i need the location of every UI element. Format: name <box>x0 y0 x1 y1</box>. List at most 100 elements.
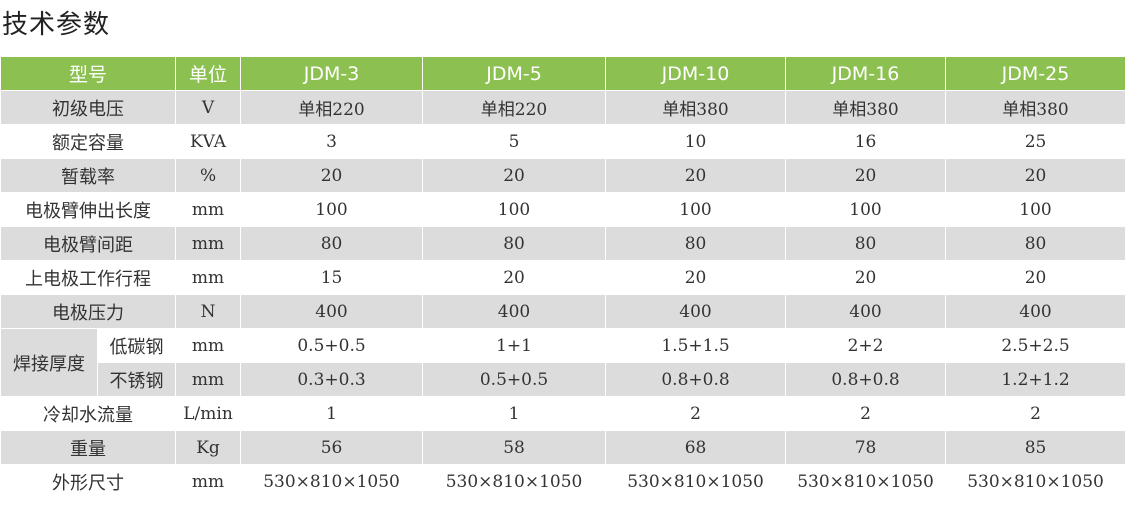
cell: 1.5+1.5 <box>605 328 787 363</box>
cell: 20 <box>605 260 787 295</box>
row-label: 上电极工作行程 <box>0 260 177 295</box>
row-label: 外形尺寸 <box>0 464 177 499</box>
header-cell: JDM-16 <box>785 56 947 91</box>
cell: 20 <box>422 260 607 295</box>
row-label: 低碳钢 <box>96 328 177 363</box>
cell: 530×810×1050 <box>422 464 607 499</box>
spec-table: 型号 单位 JDM-3 JDM-5 JDM-10 JDM-16 JDM-25 初级电压 V 单相… <box>0 56 1125 499</box>
cell: 0.8+0.8 <box>605 362 787 397</box>
table-row: 重量 Kg 56 58 68 78 85 <box>0 430 1125 465</box>
cell: 2 <box>945 396 1125 431</box>
cell: 单相380 <box>945 90 1125 125</box>
cell: 80 <box>422 226 607 261</box>
cell: mm <box>175 192 242 227</box>
cell: 20 <box>240 158 424 193</box>
header-cell: 型号 <box>0 56 177 91</box>
cell: mm <box>175 362 242 397</box>
row-label: 不锈钢 <box>96 362 177 397</box>
table-row: 外形尺寸 mm 530×810×1050 530×810×1050 530×810×10… <box>0 464 1125 499</box>
page-title: 技术参数 <box>2 10 111 40</box>
cell: 5 <box>422 124 607 159</box>
cell: V <box>175 90 242 125</box>
group-label: 焊接厚度 <box>0 328 98 397</box>
row-label: 重量 <box>0 430 177 465</box>
cell: 2+2 <box>785 328 947 363</box>
table-row: 上电极工作行程 mm 15 20 20 20 20 <box>0 260 1125 295</box>
table-row: 电极臂间距 mm 80 80 80 80 80 <box>0 226 1125 261</box>
cell: 58 <box>422 430 607 465</box>
header-cell: 单位 <box>175 56 242 91</box>
cell: 20 <box>785 260 947 295</box>
header-row: 型号 单位 JDM-3 JDM-5 JDM-10 JDM-16 JDM-25 <box>0 56 1125 91</box>
cell: 1 <box>240 396 424 431</box>
cell: 20 <box>785 158 947 193</box>
cell: 20 <box>945 260 1125 295</box>
cell: 100 <box>945 192 1125 227</box>
table-row: 初级电压 V 单相220 单相220 单相380 单相380 单相380 <box>0 90 1125 125</box>
cell: 1+1 <box>422 328 607 363</box>
cell: mm <box>175 226 242 261</box>
cell: 单相220 <box>240 90 424 125</box>
row-label: 初级电压 <box>0 90 177 125</box>
row-label: 电极压力 <box>0 294 177 329</box>
cell: 单相220 <box>422 90 607 125</box>
cell: 85 <box>945 430 1125 465</box>
table-row: 不锈钢 mm 0.3+0.3 0.5+0.5 0.8+0.8 0.8+0.8 1.2+1.2 <box>1 362 1125 397</box>
cell: mm <box>175 260 242 295</box>
table-row: 暂载率% 20 20 20 20 20 <box>0 158 1125 193</box>
cell: 1.2+1.2 <box>945 362 1125 397</box>
cell: 0.5+0.5 <box>422 362 607 397</box>
cell: 400 <box>240 294 424 329</box>
cell: 100 <box>605 192 787 227</box>
cell: 68 <box>605 430 787 465</box>
table-body: 初级电压 V 单相220 单相220 单相380 单相380 单相380 额定容量 KVA 3 5 1… <box>0 90 1125 499</box>
cell: 2 <box>785 396 947 431</box>
cell: 100 <box>240 192 424 227</box>
row-label: 电极臂伸出长度 <box>0 192 177 227</box>
cell: 530×810×1050 <box>945 464 1125 499</box>
cell: mm <box>175 328 242 363</box>
cell: 80 <box>240 226 424 261</box>
cell: 530×810×1050 <box>605 464 787 499</box>
header-cell: JDM-3 <box>240 56 424 91</box>
table-row: 电极压力 N 400 400 400 400 400 <box>0 294 1125 329</box>
cell: 400 <box>945 294 1125 329</box>
cell: mm <box>175 464 242 499</box>
header-cell: JDM-5 <box>422 56 607 91</box>
cell: 20 <box>945 158 1125 193</box>
cell: 80 <box>785 226 947 261</box>
cell: 80 <box>945 226 1125 261</box>
cell: 0.8+0.8 <box>785 362 947 397</box>
cell: 80 <box>605 226 787 261</box>
table-row: 焊接厚度 低碳钢 mm 0.5+0.5 1+1 1.5+1.5 2+2 2.5+2.5 <box>0 328 1125 397</box>
cell: 2.5+2.5 <box>945 328 1125 363</box>
cell: 100 <box>785 192 947 227</box>
cell: Kg <box>175 430 242 465</box>
header-cell: JDM-10 <box>605 56 787 91</box>
cell: 单相380 <box>785 90 947 125</box>
cell: 1 <box>422 396 607 431</box>
cell: 100 <box>422 192 607 227</box>
cell: 0.3+0.3 <box>240 362 424 397</box>
header-cell: JDM-25 <box>945 56 1125 91</box>
cell: 2 <box>605 396 787 431</box>
cell: 16 <box>785 124 947 159</box>
cell: 单相380 <box>605 90 787 125</box>
cell: 400 <box>785 294 947 329</box>
cell: 56 <box>240 430 424 465</box>
cell: 25 <box>945 124 1125 159</box>
cell: 78 <box>785 430 947 465</box>
cell: 3 <box>240 124 424 159</box>
table-row: 冷却水流量 L/min 1 1 2 2 2 <box>0 396 1125 431</box>
table-row: 额定容量 KVA 3 5 10 16 25 <box>0 124 1125 159</box>
cell: 20 <box>422 158 607 193</box>
cell: KVA <box>175 124 242 159</box>
row-label: 电极臂间距 <box>0 226 177 261</box>
cell: % <box>175 158 242 193</box>
row-label: 暂载率 <box>0 158 177 193</box>
cell: N <box>175 294 242 329</box>
row-label: 冷却水流量 <box>0 396 177 431</box>
cell: 530×810×1050 <box>785 464 947 499</box>
cell: 530×810×1050 <box>240 464 424 499</box>
